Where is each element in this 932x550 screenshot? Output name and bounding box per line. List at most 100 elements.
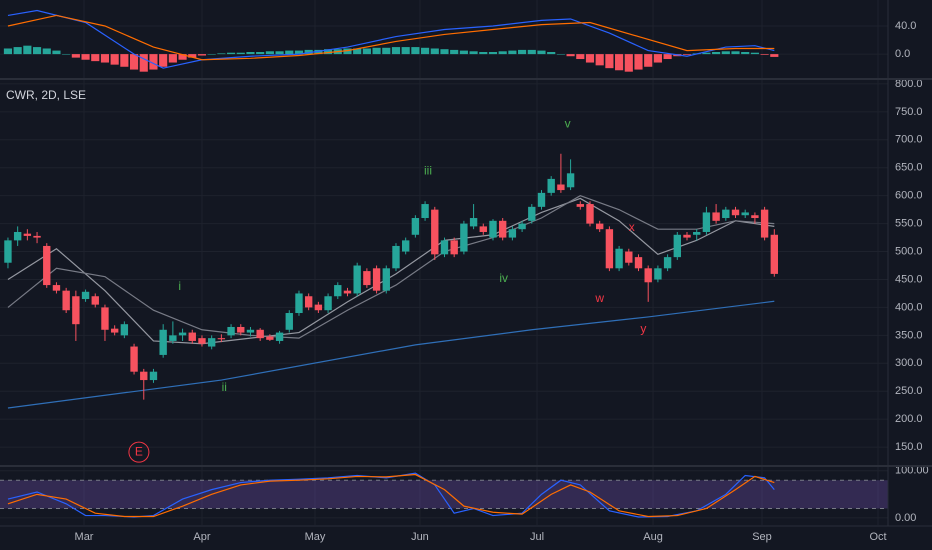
candle-body	[499, 220, 507, 238]
candle-body	[731, 209, 740, 216]
candle-body	[198, 338, 206, 344]
candle-body	[722, 209, 730, 219]
moving-average	[7, 197, 775, 345]
candle-body	[596, 223, 604, 230]
histogram-bar	[226, 52, 236, 55]
histogram-bar	[149, 54, 158, 70]
candle-body	[518, 223, 526, 230]
y-tick-label: 700.0	[895, 134, 923, 146]
candle-body	[605, 229, 614, 269]
x-tick-label: Oct	[869, 531, 886, 543]
candle-body	[440, 240, 449, 255]
histogram-bar	[518, 49, 527, 55]
y-tick-label: 500.0	[895, 245, 923, 257]
histogram-bar	[498, 51, 507, 55]
x-tick-label: Mar	[75, 531, 94, 543]
candle-body	[751, 215, 759, 219]
histogram-bar	[120, 54, 129, 67]
histogram-bar	[159, 54, 168, 67]
candle-body	[770, 234, 778, 274]
candle-body	[207, 338, 216, 347]
annotation-circle	[128, 441, 150, 463]
candle-body	[23, 233, 32, 236]
histogram-bar	[741, 52, 750, 55]
histogram-bar	[479, 52, 488, 55]
wave-label: v	[565, 116, 571, 130]
histogram-bar	[527, 49, 536, 55]
candle-body	[479, 226, 487, 232]
candle-body	[760, 209, 769, 238]
wave-label: iv	[499, 271, 508, 285]
histogram-bar	[32, 47, 42, 55]
histogram-bar	[459, 50, 468, 55]
histogram-bar	[217, 53, 226, 55]
x-tick-label: Sep	[752, 531, 772, 543]
candle-body	[324, 296, 332, 311]
histogram-bar	[353, 48, 362, 55]
y-tick-label: 650.0	[895, 162, 923, 174]
candle-body	[372, 268, 381, 291]
candle-body	[353, 265, 361, 294]
candle-body	[625, 251, 633, 263]
histogram-bar	[275, 51, 284, 55]
candle-body	[217, 338, 226, 340]
candle-body	[62, 290, 70, 311]
histogram-bar	[3, 48, 13, 55]
histogram-bar	[750, 52, 759, 55]
candle-body	[81, 291, 90, 300]
histogram-bar	[469, 51, 478, 55]
moving-average	[7, 195, 775, 339]
candle-body	[683, 234, 691, 238]
x-tick-label: Aug	[643, 531, 663, 543]
histogram-bar	[712, 52, 721, 55]
histogram-bar	[246, 52, 255, 55]
histogram-bar	[294, 50, 304, 55]
wave-label: E	[135, 444, 143, 458]
histogram-bar	[71, 54, 80, 58]
candle-body	[431, 209, 439, 255]
candle-body	[4, 240, 12, 263]
candle-body	[334, 285, 342, 297]
histogram-bar	[450, 49, 459, 55]
histogram-bar	[702, 52, 711, 55]
candle-body	[702, 212, 711, 232]
candle-body	[343, 290, 352, 294]
histogram-bar	[421, 47, 430, 55]
candle-body	[178, 332, 187, 336]
histogram-bar	[595, 54, 604, 66]
histogram-bar	[508, 50, 517, 55]
candle-body	[363, 271, 371, 286]
candle-body	[149, 371, 158, 381]
candle-body	[586, 204, 594, 224]
y-tick-label: 350.0	[895, 329, 923, 341]
candle-body	[314, 304, 323, 311]
histogram-bar	[236, 52, 245, 55]
candle-body	[673, 234, 681, 258]
histogram-bar	[188, 54, 197, 58]
histogram-bar	[139, 54, 148, 72]
x-tick-label: May	[305, 531, 326, 543]
band	[0, 480, 888, 509]
histogram-bar	[382, 47, 391, 55]
candle-body	[140, 371, 148, 381]
candle-body	[528, 206, 536, 221]
histogram-bar	[256, 52, 265, 55]
histogram-bar	[615, 54, 624, 71]
y-tick-label: 100.00	[895, 465, 929, 477]
histogram-bar	[411, 47, 420, 55]
histogram-bar	[488, 52, 498, 55]
histogram-bar	[314, 49, 323, 55]
histogram-bar	[13, 47, 22, 55]
candle-body	[246, 329, 255, 333]
candle-body	[266, 336, 274, 340]
histogram-bar	[721, 51, 730, 55]
histogram-bar	[91, 54, 100, 62]
candle-body	[401, 240, 410, 252]
candle-body	[634, 257, 643, 269]
macd-line	[7, 14, 775, 61]
candle-body	[227, 326, 235, 336]
candle-body	[460, 223, 468, 252]
y-tick-label: 550.0	[895, 218, 923, 230]
wave-label: iii	[424, 163, 432, 177]
